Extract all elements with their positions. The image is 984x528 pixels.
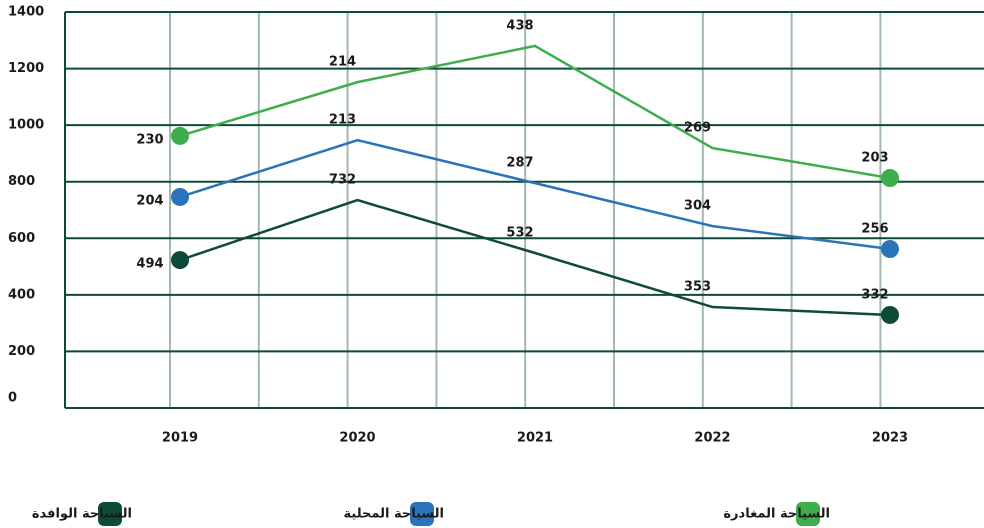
y-tick-label: 400 bbox=[8, 287, 35, 302]
y-tick-label: 200 bbox=[8, 344, 35, 359]
point-marker bbox=[171, 126, 189, 145]
point-label: 532 bbox=[506, 225, 533, 240]
point-label: 230 bbox=[136, 132, 163, 147]
y-tick-label: 600 bbox=[8, 231, 35, 246]
legend-label: السياحة المغادرة bbox=[723, 507, 830, 522]
point-marker bbox=[171, 251, 189, 270]
point-label: 269 bbox=[684, 121, 711, 136]
series-line bbox=[179, 198, 891, 317]
y-tick-label: 1200 bbox=[8, 61, 44, 76]
point-label: 332 bbox=[861, 287, 888, 302]
x-tick-label: 2019 bbox=[162, 431, 198, 446]
point-marker bbox=[881, 240, 899, 259]
point-marker bbox=[171, 187, 189, 206]
series-line bbox=[179, 138, 891, 251]
point-label: 287 bbox=[506, 156, 533, 171]
x-tick-label: 2023 bbox=[872, 431, 908, 446]
point-label: 203 bbox=[861, 151, 888, 166]
y-tick-label: 0 bbox=[8, 391, 17, 406]
legend-swatch bbox=[410, 502, 434, 526]
legend-swatch bbox=[98, 502, 122, 526]
y-tick-label: 1000 bbox=[8, 118, 44, 133]
point-label: 256 bbox=[861, 222, 888, 237]
point-label: 204 bbox=[136, 193, 163, 208]
point-label: 304 bbox=[684, 199, 711, 214]
point-label: 732 bbox=[329, 173, 356, 188]
y-tick-label: 1400 bbox=[8, 5, 44, 20]
series-line bbox=[179, 44, 891, 180]
point-marker bbox=[881, 169, 899, 188]
point-label: 494 bbox=[136, 257, 163, 272]
legend-swatch bbox=[796, 502, 820, 526]
y-tick-label: 800 bbox=[8, 174, 35, 189]
x-tick-label: 2021 bbox=[517, 431, 553, 446]
legend-label: السياحة المحلية bbox=[344, 507, 444, 522]
point-label: 353 bbox=[684, 280, 711, 295]
point-label: 438 bbox=[506, 18, 533, 33]
legend-label: السياحة الوافدة bbox=[32, 507, 132, 522]
point-label: 213 bbox=[329, 113, 356, 128]
x-tick-label: 2022 bbox=[694, 431, 730, 446]
point-marker bbox=[881, 305, 899, 324]
x-tick-label: 2020 bbox=[339, 431, 375, 446]
point-label: 214 bbox=[329, 55, 356, 70]
